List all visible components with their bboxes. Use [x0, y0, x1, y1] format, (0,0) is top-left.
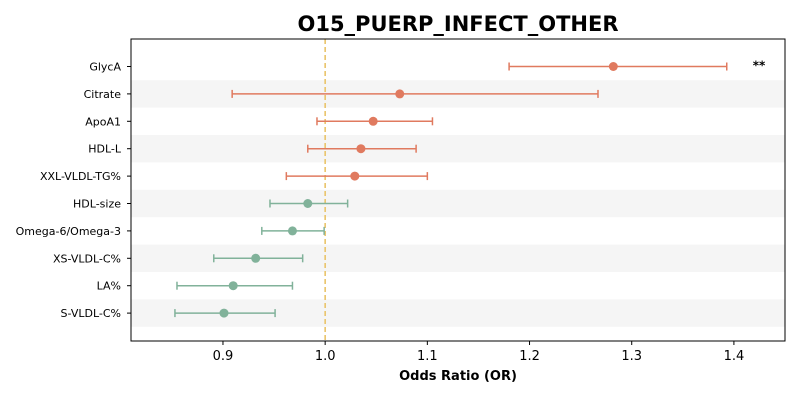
x-tick-label: 1.1 — [417, 349, 438, 364]
significance-marker: ** — [753, 59, 766, 73]
data-rows: ** — [174, 59, 766, 318]
row-stripe — [131, 135, 785, 163]
plot-frame — [130, 38, 786, 342]
or-point — [368, 116, 378, 126]
or-point — [287, 226, 297, 236]
row-stripes — [131, 80, 785, 327]
or-point — [608, 62, 618, 71]
row-stripe — [131, 189, 785, 218]
chart-title: O15_PUERP_INFECT_OTHER — [297, 12, 618, 36]
y-axis: GlycA Citrate ApoA1 HDL-L XXL-VLDL-TG% HDL-si… — [16, 61, 131, 320]
y-tick-label: S-VLDL-C% — [61, 307, 121, 320]
x-tick-label: 1.0 — [315, 349, 336, 364]
y-tick-label: HDL-size — [73, 198, 121, 211]
or-point — [228, 281, 238, 291]
x-tick-label: 1.3 — [621, 349, 642, 364]
or-point — [219, 308, 229, 318]
y-tick-label: XS-VLDL-C% — [53, 252, 121, 265]
y-tick-label: GlycA — [89, 61, 121, 74]
or-point — [356, 144, 366, 154]
or-point — [303, 199, 313, 208]
y-tick-label: Omega-6/Omega-3 — [16, 225, 121, 238]
x-tick-label: 0.9 — [213, 349, 234, 364]
y-tick-label: LA% — [97, 280, 121, 293]
x-tick-label: 1.2 — [519, 349, 540, 364]
x-axis-label: Odds Ratio (OR) — [399, 369, 517, 384]
y-tick-label: ApoA1 — [85, 115, 121, 128]
y-tick-label: XXL-VLDL-TG% — [40, 170, 121, 183]
or-point — [395, 89, 405, 99]
or-point — [251, 253, 261, 263]
y-tick-label: Citrate — [84, 88, 122, 101]
or-point — [350, 171, 360, 181]
x-axis: 0.9 1.0 1.1 1.2 1.3 1.4 — [213, 341, 745, 364]
x-tick-label: 1.4 — [724, 349, 745, 364]
y-tick-label: HDL-L — [88, 143, 122, 156]
